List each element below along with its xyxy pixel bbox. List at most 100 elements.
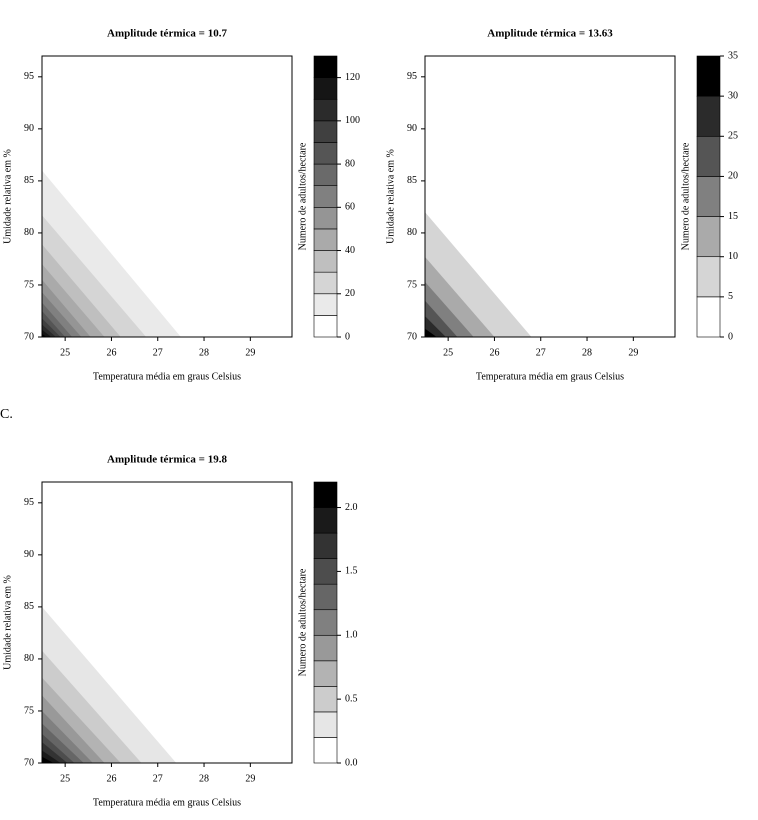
colorbar-band <box>313 120 338 143</box>
colorbar-tick-label: 120 <box>345 72 360 83</box>
y-tick-label: 90 <box>24 549 34 560</box>
colorbar-band <box>313 660 338 687</box>
colorbar-tick-label: 5 <box>728 291 733 302</box>
y-axis-label: Umidade relativa em % <box>2 149 13 244</box>
colorbar-tick-label: 40 <box>345 245 355 256</box>
colorbar-band <box>313 142 338 165</box>
colorbar-tick-label: 100 <box>345 115 360 126</box>
x-axis-label: Temperatura média em graus Celsius <box>476 371 624 382</box>
colorbar-band <box>313 250 338 273</box>
contour-band <box>425 316 446 337</box>
contour-band <box>42 756 54 763</box>
colorbar-band <box>313 98 338 122</box>
colorbar-label: Numero de adultos/hectare <box>297 568 308 676</box>
colorbar-band <box>313 185 338 208</box>
colorbar-band <box>313 481 338 508</box>
chart-panel: Amplitude térmica = 10.7 25 26 27 28 29 70 75 80… <box>2 28 360 383</box>
x-axis-label: Temperatura média em graus Celsius <box>93 797 241 808</box>
x-tick-label: 26 <box>106 347 116 358</box>
plot-frame <box>41 481 293 764</box>
panel-label: C. <box>0 407 13 422</box>
plot-frame <box>41 55 293 338</box>
colorbar-label: Numero de adultos/hectare <box>297 142 308 250</box>
x-tick-label: 28 <box>199 347 209 358</box>
x-tick-label: 27 <box>153 347 163 358</box>
colorbar-band <box>696 256 721 298</box>
colorbar-band <box>696 176 721 217</box>
colorbar-band <box>696 95 721 137</box>
colorbar-band <box>313 207 338 230</box>
y-axis-label: Umidade relativa em % <box>385 149 396 244</box>
y-axis-label: Umidade relativa em % <box>2 575 13 670</box>
colorbar-band <box>313 55 338 78</box>
colorbar-band <box>696 296 721 338</box>
colorbar-tick-label: 10 <box>728 251 738 262</box>
colorbar-band <box>313 711 338 738</box>
y-tick-label: 85 <box>24 175 34 186</box>
colorbar-tick-label: 0 <box>728 331 733 342</box>
x-tick-label: 29 <box>245 347 255 358</box>
colorbar-band <box>313 737 338 764</box>
x-tick-label: 25 <box>60 773 70 784</box>
chart-panel: Amplitude térmica = 13.63 25 26 27 28 29 70 75 8… <box>385 28 738 383</box>
colorbar-band <box>313 228 338 251</box>
contour-band <box>42 329 52 337</box>
x-tick-label: 26 <box>489 347 499 358</box>
x-tick-label: 25 <box>60 347 70 358</box>
y-tick-label: 95 <box>24 71 34 82</box>
x-tick-label: 27 <box>536 347 546 358</box>
colorbar-band <box>313 271 338 295</box>
colorbar-tick-label: 15 <box>728 211 738 222</box>
y-tick-label: 85 <box>24 601 34 612</box>
x-tick-label: 29 <box>245 773 255 784</box>
colorbar-tick-label: 35 <box>728 50 738 61</box>
colorbar-tick-label: 20 <box>728 171 738 182</box>
x-tick-label: 28 <box>199 773 209 784</box>
colorbar-band <box>313 532 338 559</box>
colorbar-label: Numero de adultos/hectare <box>680 142 691 250</box>
y-tick-label: 95 <box>407 71 417 82</box>
colorbar-tick-label: 1.0 <box>345 630 358 641</box>
colorbar-band <box>696 135 721 177</box>
colorbar-tick-label: 0.5 <box>345 693 358 704</box>
x-tick-label: 29 <box>628 347 638 358</box>
colorbar-band <box>313 583 338 611</box>
colorbar-band <box>313 609 338 636</box>
y-tick-label: 75 <box>24 279 34 290</box>
y-tick-label: 85 <box>407 175 417 186</box>
y-tick-label: 90 <box>407 123 417 134</box>
y-tick-label: 95 <box>24 497 34 508</box>
x-axis-label: Temperatura média em graus Celsius <box>93 371 241 382</box>
colorbar-tick-label: 60 <box>345 202 355 213</box>
plot-frame <box>424 55 676 338</box>
colorbar-band <box>313 293 338 316</box>
chart-title: Amplitude térmica = 10.7 <box>107 28 227 40</box>
x-tick-label: 27 <box>153 773 163 784</box>
y-tick-label: 70 <box>407 331 417 342</box>
x-tick-label: 28 <box>582 347 592 358</box>
colorbar-band <box>313 163 338 186</box>
colorbar-band <box>313 507 338 534</box>
colorbar-band <box>313 634 338 662</box>
chart-panel: C. Amplitude térmica = 19.8 25 26 27 28 29 70 75… <box>0 407 358 808</box>
colorbar-tick-label: 1.5 <box>345 566 358 577</box>
colorbar-tick-label: 80 <box>345 158 355 169</box>
x-tick-label: 26 <box>106 773 116 784</box>
colorbar-band <box>313 558 338 585</box>
colorbar-tick-label: 0 <box>345 331 350 342</box>
colorbar-band <box>696 216 721 258</box>
y-tick-label: 80 <box>24 227 34 238</box>
colorbar-tick-label: 25 <box>728 131 738 142</box>
colorbar-band <box>313 315 338 338</box>
x-tick-label: 25 <box>443 347 453 358</box>
chart-title: Amplitude térmica = 13.63 <box>487 28 613 40</box>
chart-title: Amplitude térmica = 19.8 <box>107 454 227 466</box>
y-tick-label: 80 <box>24 653 34 664</box>
colorbar-band <box>313 77 338 100</box>
y-tick-label: 70 <box>24 757 34 768</box>
colorbar-band <box>696 55 721 97</box>
y-tick-label: 90 <box>24 123 34 134</box>
contour-band <box>42 333 47 337</box>
colorbar-tick-label: 0.0 <box>345 757 358 768</box>
